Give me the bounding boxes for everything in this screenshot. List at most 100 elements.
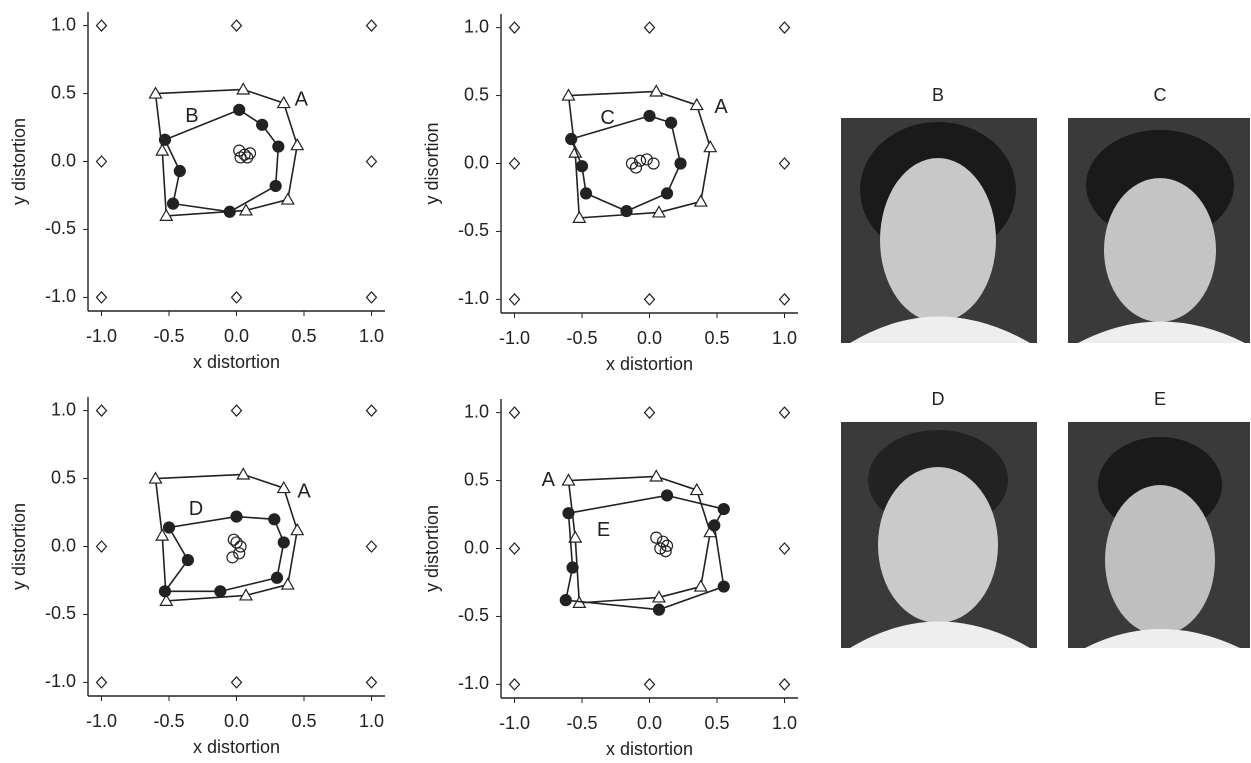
triangle-marker — [280, 192, 295, 205]
series-annotation: A — [295, 89, 309, 111]
dot-marker — [575, 160, 589, 173]
polygon-line — [163, 515, 285, 593]
circle-marker — [633, 154, 647, 167]
y-tick-label: -1.0 — [458, 288, 489, 308]
x-tick-label: 0.5 — [704, 328, 729, 348]
x-tick-label: 1.0 — [772, 713, 797, 733]
circle-marker — [234, 540, 247, 553]
photo-label: B — [932, 85, 944, 105]
triangle-marker — [689, 482, 704, 496]
y-tick-label: 1.0 — [51, 14, 76, 34]
circle-marker — [650, 531, 663, 544]
triangle-marker — [236, 467, 251, 480]
dot-marker — [214, 585, 227, 598]
triangle-marker — [651, 590, 666, 603]
diamond-marker — [365, 291, 378, 304]
dot-marker — [173, 164, 186, 178]
diamond-marker — [365, 404, 378, 417]
y-tick-label: -0.5 — [45, 603, 76, 623]
dot-marker — [565, 132, 578, 146]
diamond-marker — [508, 157, 521, 170]
dot-marker — [717, 502, 730, 516]
diamond-marker — [365, 155, 378, 168]
dot-marker — [708, 519, 721, 532]
diamond-marker — [508, 293, 521, 306]
series-annotation: C — [600, 107, 614, 129]
x-tick-label: -0.5 — [566, 713, 597, 733]
diamond-marker — [778, 678, 791, 691]
x-axis-label: x distortion — [606, 354, 693, 374]
diamond-marker — [95, 404, 108, 417]
y-tick-label: -1.0 — [45, 286, 76, 306]
photo — [1068, 422, 1250, 648]
triangle-marker — [651, 205, 666, 218]
triangle-marker — [276, 95, 291, 109]
diamond-marker — [778, 293, 791, 306]
circle-marker — [227, 533, 240, 546]
diamond-marker — [230, 404, 243, 417]
diamond-marker — [778, 157, 791, 170]
diamond-marker — [95, 155, 108, 168]
diamond-marker — [365, 19, 378, 32]
y-tick-label: -0.5 — [45, 218, 76, 238]
diamond-marker — [778, 406, 791, 419]
dot-marker — [233, 103, 246, 116]
triangle-marker — [572, 210, 587, 223]
x-tick-label: -1.0 — [86, 711, 117, 731]
series-annotation: E — [597, 519, 610, 541]
diamond-marker — [95, 676, 108, 689]
diamond-marker — [95, 291, 108, 304]
y-axis-label: y distortion — [9, 118, 29, 205]
y-axis-label: y disortion — [422, 122, 442, 204]
photo-label: C — [1154, 85, 1167, 105]
diamond-marker — [365, 540, 378, 553]
triangle-marker — [703, 139, 718, 153]
diamond-marker — [230, 676, 243, 689]
photo — [841, 118, 1037, 343]
circle-marker — [629, 161, 643, 174]
chart: -1.0 -0.5 0.0 0.5 1.0 -1.0 -0.5 0.0 0.5 1.0 x dist… — [422, 399, 798, 759]
dot-marker — [270, 571, 284, 584]
triangle-marker — [689, 97, 704, 111]
dot-marker — [643, 109, 656, 123]
chart: -1.0 -0.5 0.0 0.5 1.0 -1.0 -0.5 0.0 0.5 1.0 x dist… — [9, 397, 385, 757]
circle-marker — [241, 151, 254, 164]
y-tick-label: 0.5 — [464, 469, 489, 489]
diamond-marker — [643, 21, 656, 34]
diamond-marker — [365, 676, 378, 689]
dot-marker — [158, 133, 172, 146]
dot-marker — [562, 507, 575, 520]
y-tick-label: -0.5 — [458, 605, 489, 625]
dot-marker — [717, 580, 730, 593]
dot-marker — [181, 553, 194, 567]
dot-marker — [230, 510, 243, 523]
triangle-marker — [561, 88, 576, 101]
diamond-marker — [508, 406, 521, 419]
triangle-marker — [238, 203, 253, 216]
diamond-marker — [643, 406, 656, 419]
y-tick-label: 0.5 — [51, 82, 76, 102]
series-annotation: D — [189, 498, 203, 520]
polygon-line — [154, 88, 299, 217]
dot-marker — [664, 116, 678, 129]
photo — [841, 422, 1037, 648]
dot-marker — [256, 118, 269, 131]
y-tick-label: 0.0 — [464, 537, 489, 557]
dot-marker — [223, 205, 236, 218]
x-axis-label: x distortion — [193, 352, 280, 372]
chart: -1.0 -0.5 0.0 0.5 1.0 -1.0 -0.5 0.0 0.5 1.0 x dist… — [9, 12, 385, 372]
triangle-marker — [693, 579, 708, 592]
triangle-marker — [159, 208, 174, 221]
dot-marker — [660, 187, 674, 200]
x-tick-label: 1.0 — [359, 326, 384, 346]
dot-marker — [162, 521, 176, 534]
x-tick-label: 0.5 — [704, 713, 729, 733]
circle-marker — [625, 157, 639, 170]
dot-marker — [272, 140, 285, 153]
diamond-marker — [778, 542, 791, 555]
diamond-marker — [95, 540, 108, 553]
x-tick-label: 0.0 — [637, 713, 662, 733]
circle-marker — [234, 151, 247, 164]
